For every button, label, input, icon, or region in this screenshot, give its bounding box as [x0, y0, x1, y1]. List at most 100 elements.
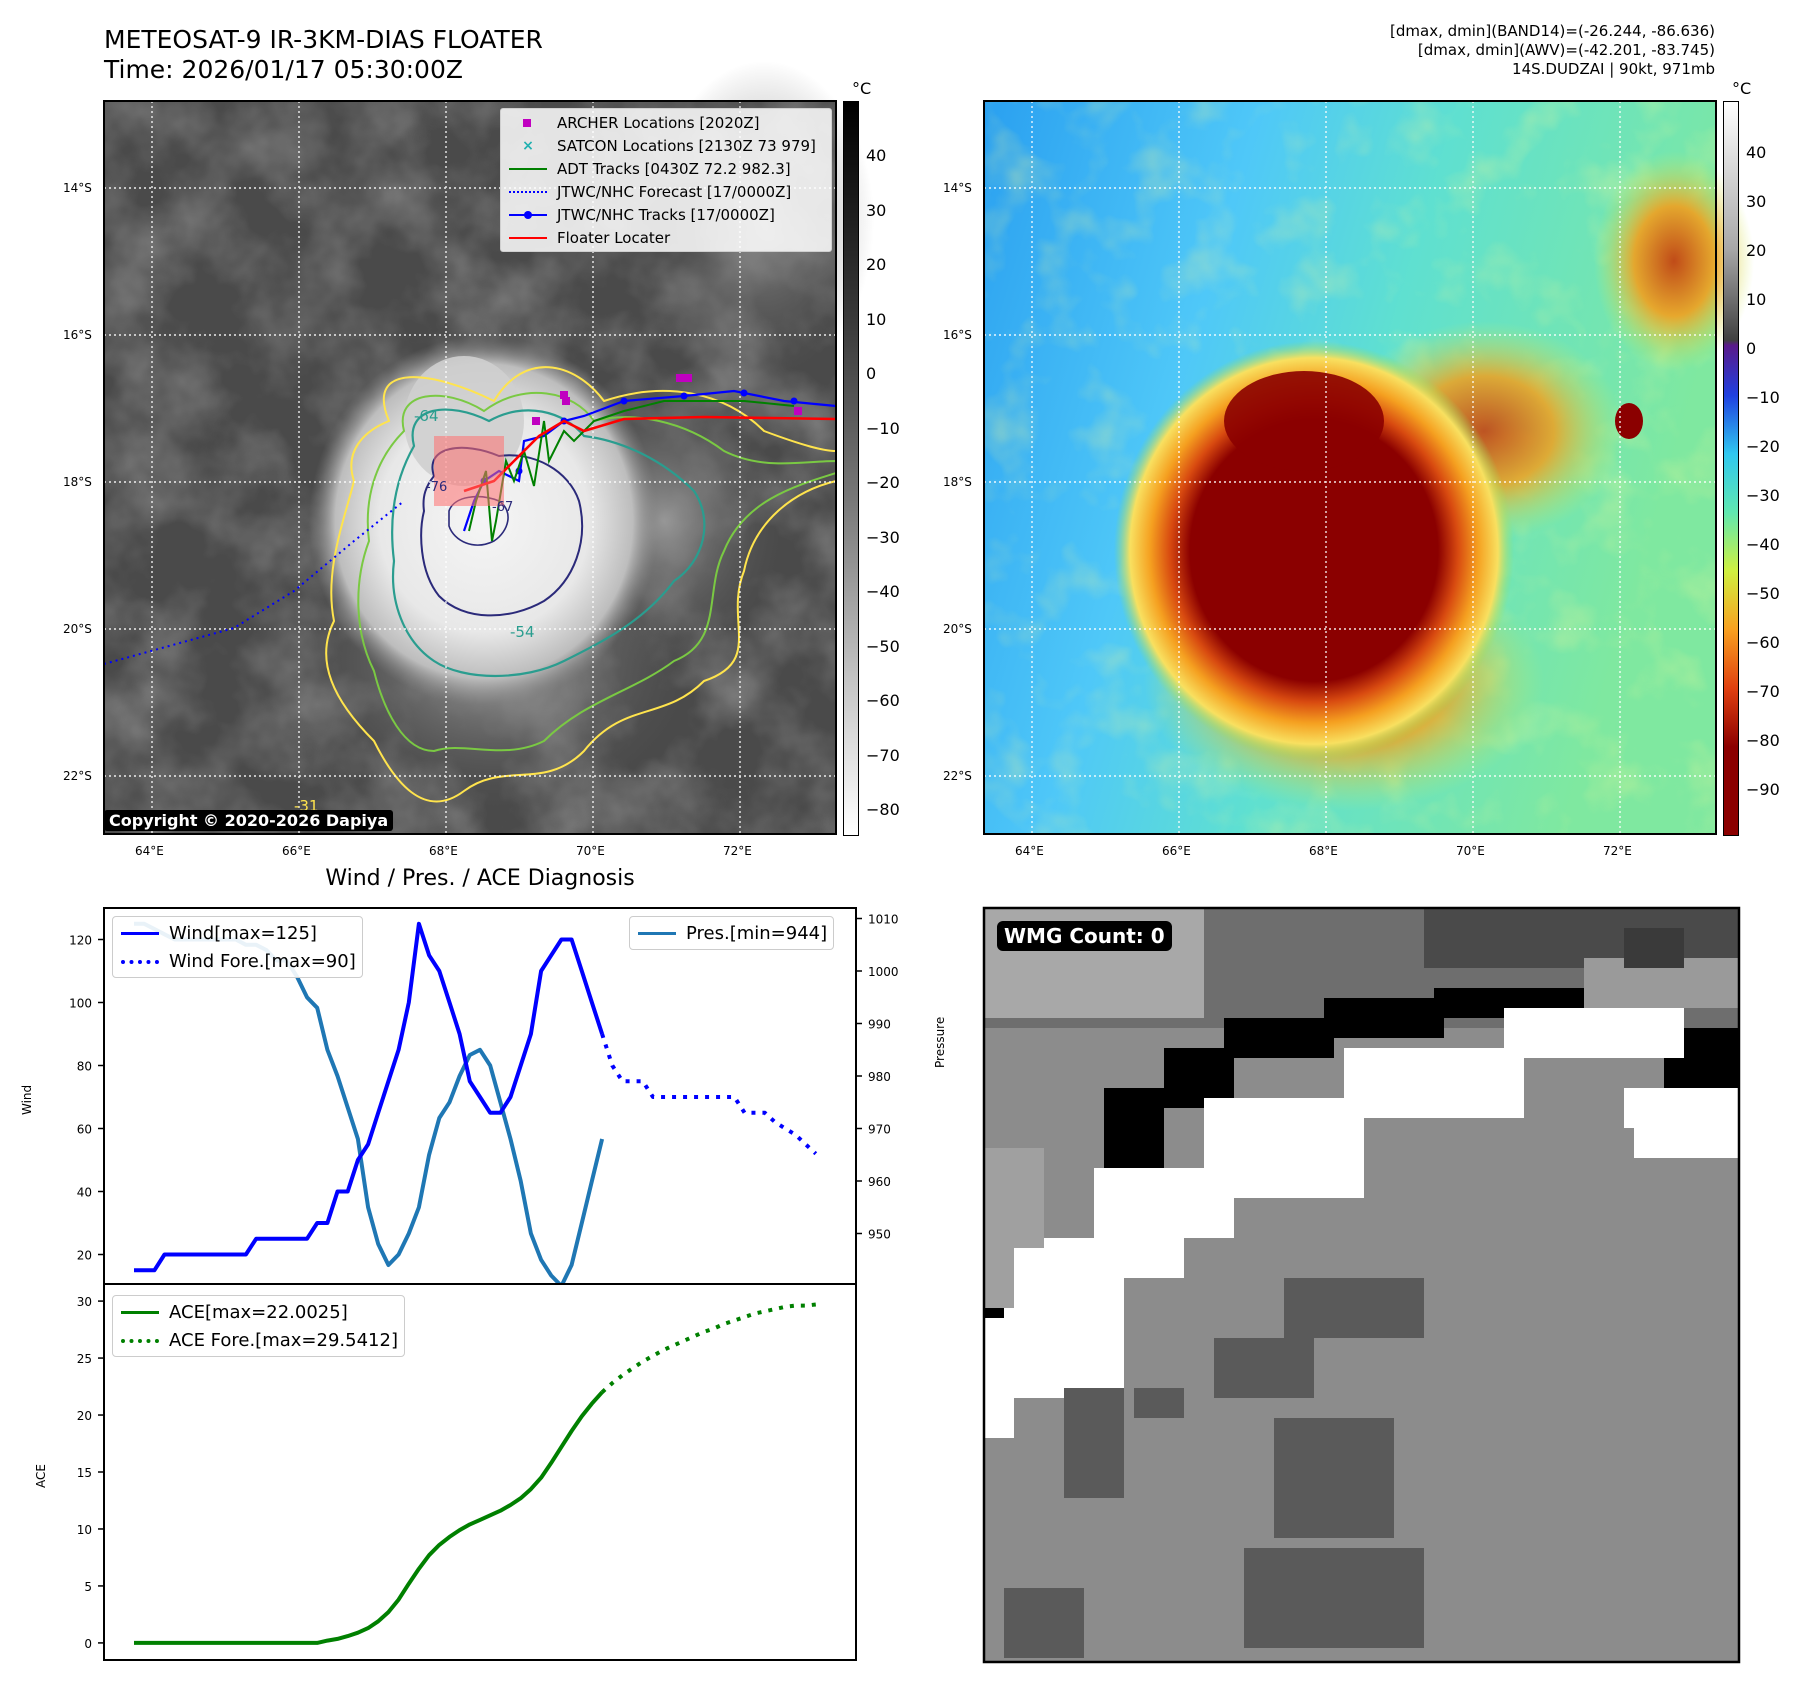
wind-axis-tick-label: 20: [77, 1249, 92, 1263]
wind-y-axis: 20 40 60 80 100 120: [69, 934, 104, 1263]
lon-label: 70°E: [1456, 844, 1485, 858]
wind-axis-tick-label: 100: [69, 997, 92, 1011]
legend-item-archer: ARCHER Locations [2020Z]: [501, 111, 831, 134]
title-line-2: Time: 2026/01/17 05:30:00Z: [104, 55, 463, 84]
wmg-block: [1224, 1018, 1334, 1058]
pressure-ylabel: Pressure: [933, 1016, 947, 1068]
figure-title: METEOSAT-9 IR-3KM-DIAS FLOATER Time: 202…: [104, 25, 543, 85]
ir-colorbar-unit: °C: [852, 79, 872, 98]
pressure-axis-tick-label: 990: [868, 1018, 891, 1032]
contour-label: -54: [510, 623, 535, 641]
ace-axis-tick-label: 5: [84, 1580, 92, 1594]
legend-item-satcon: × SATCON Locations [2130Z 73 979]: [501, 134, 831, 157]
ir-colorbar-tick-label: −60: [866, 691, 900, 710]
lat-label: 14°S: [943, 181, 972, 195]
contour-label: -64: [414, 407, 439, 425]
wmg-block: [1274, 1418, 1394, 1538]
bd-small-cell: [1615, 403, 1643, 439]
bd-colorbar-tick-label: −40: [1746, 535, 1780, 554]
wmg-count-badge: WMG Count: 0: [997, 921, 1172, 951]
floater-box: [434, 436, 504, 506]
copyright-badge: Copyright © 2020-2026 Dapiya: [104, 810, 394, 831]
wmg-block: [1004, 1588, 1084, 1658]
pressure-axis-tick-label: 980: [868, 1070, 891, 1084]
meta-line-1: [dmax, dmin](BAND14)=(-26.244, -86.636): [1390, 22, 1715, 40]
bd-colorbar-tick-label: 30: [1746, 192, 1767, 211]
wmg-block: [1504, 1008, 1684, 1058]
adt-track: [468, 400, 795, 542]
lon-label: 68°E: [1309, 844, 1338, 858]
wmg-block: [984, 1318, 1014, 1438]
bd-colorbar-unit: °C: [1732, 79, 1752, 98]
wind-line: [134, 921, 605, 1273]
pressure-line-icon: [636, 923, 678, 943]
ir-colorbar-tick-label: 10: [866, 309, 887, 329]
wind-axis-tick-label: 40: [77, 1186, 92, 1200]
ace-axis-tick-label: 10: [77, 1523, 92, 1537]
bd-colorbar-tick-label: −10: [1746, 388, 1780, 407]
ace-ylabel: ACE: [34, 1464, 48, 1488]
wmg-panel: [982, 906, 1741, 1664]
lon-label: 66°E: [1162, 844, 1191, 858]
lat-label: 22°S: [63, 769, 92, 783]
meta-block: [dmax, dmin](BAND14)=(-26.244, -86.636) …: [1390, 22, 1715, 79]
lon-label: 70°E: [576, 844, 605, 858]
wmg-block: [984, 1248, 1014, 1308]
wmg-block: [1064, 1388, 1124, 1498]
floater-line-icon: [507, 228, 549, 248]
wmg-block: [1284, 1278, 1424, 1338]
satcon-marker-icon: ×: [522, 137, 534, 154]
enhanced-ir-map: [983, 100, 1754, 835]
ir-colorbar-tick-label: −30: [866, 527, 900, 547]
bd-colorbar: [1723, 101, 1739, 836]
ir-colorbar-tick-label: −10: [866, 418, 900, 438]
lat-label: 20°S: [943, 622, 972, 636]
wmg-block: [1344, 1048, 1524, 1128]
legend-item-adt: ADT Tracks [0430Z 72.2 982.3]: [501, 157, 831, 180]
ir-colorbar-tick-label: 20: [866, 255, 887, 274]
ace-line-icon: [119, 1302, 161, 1322]
lon-label: 72°E: [1603, 844, 1632, 858]
ir-colorbar-tick-label: −50: [866, 636, 900, 656]
title-line-1: METEOSAT-9 IR-3KM-DIAS FLOATER: [104, 25, 543, 54]
legend-wind-forecast: Wind Fore.[max=90]: [113, 947, 356, 975]
legend-pressure: Pres.[min=944]: [630, 919, 827, 947]
contour-label: -67: [492, 500, 513, 515]
lon-label: 72°E: [723, 844, 752, 858]
ir-storm-core: [309, 336, 659, 706]
ir-colorbar-tick-label: 40: [866, 146, 887, 165]
ace-y-axis: 0 5 10 15 20 25 30: [77, 1295, 104, 1651]
bd-colorbar-tick-label: −70: [1746, 682, 1780, 701]
wind-axis-tick-label: 120: [69, 934, 92, 948]
wind-forecast-dotted-icon: [119, 951, 161, 971]
pressure-axis-tick-label: 1000: [868, 965, 899, 979]
lon-label: 66°E: [282, 844, 311, 858]
ace-axis-tick-label: 30: [77, 1295, 92, 1309]
wmg-block: [984, 1148, 1044, 1248]
ir-colorbar-tick-label: −80: [866, 800, 900, 819]
lat-label: 14°S: [63, 181, 92, 195]
forecast-dotted-icon: [507, 182, 549, 202]
wmg-block: [1324, 998, 1444, 1038]
wind-line-icon: [119, 923, 161, 943]
ace-axis-tick-label: 25: [77, 1352, 92, 1366]
map-legend: ARCHER Locations [2020Z] × SATCON Locati…: [500, 108, 832, 252]
wmg-block: [1214, 1338, 1314, 1398]
archer-marker-icon: [507, 113, 549, 133]
ace-axis-tick-label: 0: [84, 1637, 92, 1651]
wmg-block: [1104, 1088, 1164, 1168]
ir-colorbar-tick-label: 0: [866, 364, 877, 383]
lat-label: 16°S: [63, 328, 92, 342]
contour-teal: [391, 408, 706, 678]
ir-colorbar-tick-label: −20: [866, 473, 900, 492]
pressure-axis-tick-label: 950: [868, 1228, 891, 1242]
wmg-block: [1244, 1548, 1424, 1648]
bd-storm-north: [1224, 371, 1384, 471]
contour-yellow: [325, 366, 837, 803]
wind-legend: Wind[max=125] Wind Fore.[max=90]: [112, 916, 363, 978]
wind-pressure-chart: 20 40 60 80 100 120 950 960 970 980 990 1000 1010: [69, 907, 899, 1288]
wind-axis-tick-label: 80: [77, 1060, 92, 1074]
bd-colorbar-tick-label: −80: [1746, 731, 1780, 750]
pressure-legend: Pres.[min=944]: [629, 916, 835, 950]
